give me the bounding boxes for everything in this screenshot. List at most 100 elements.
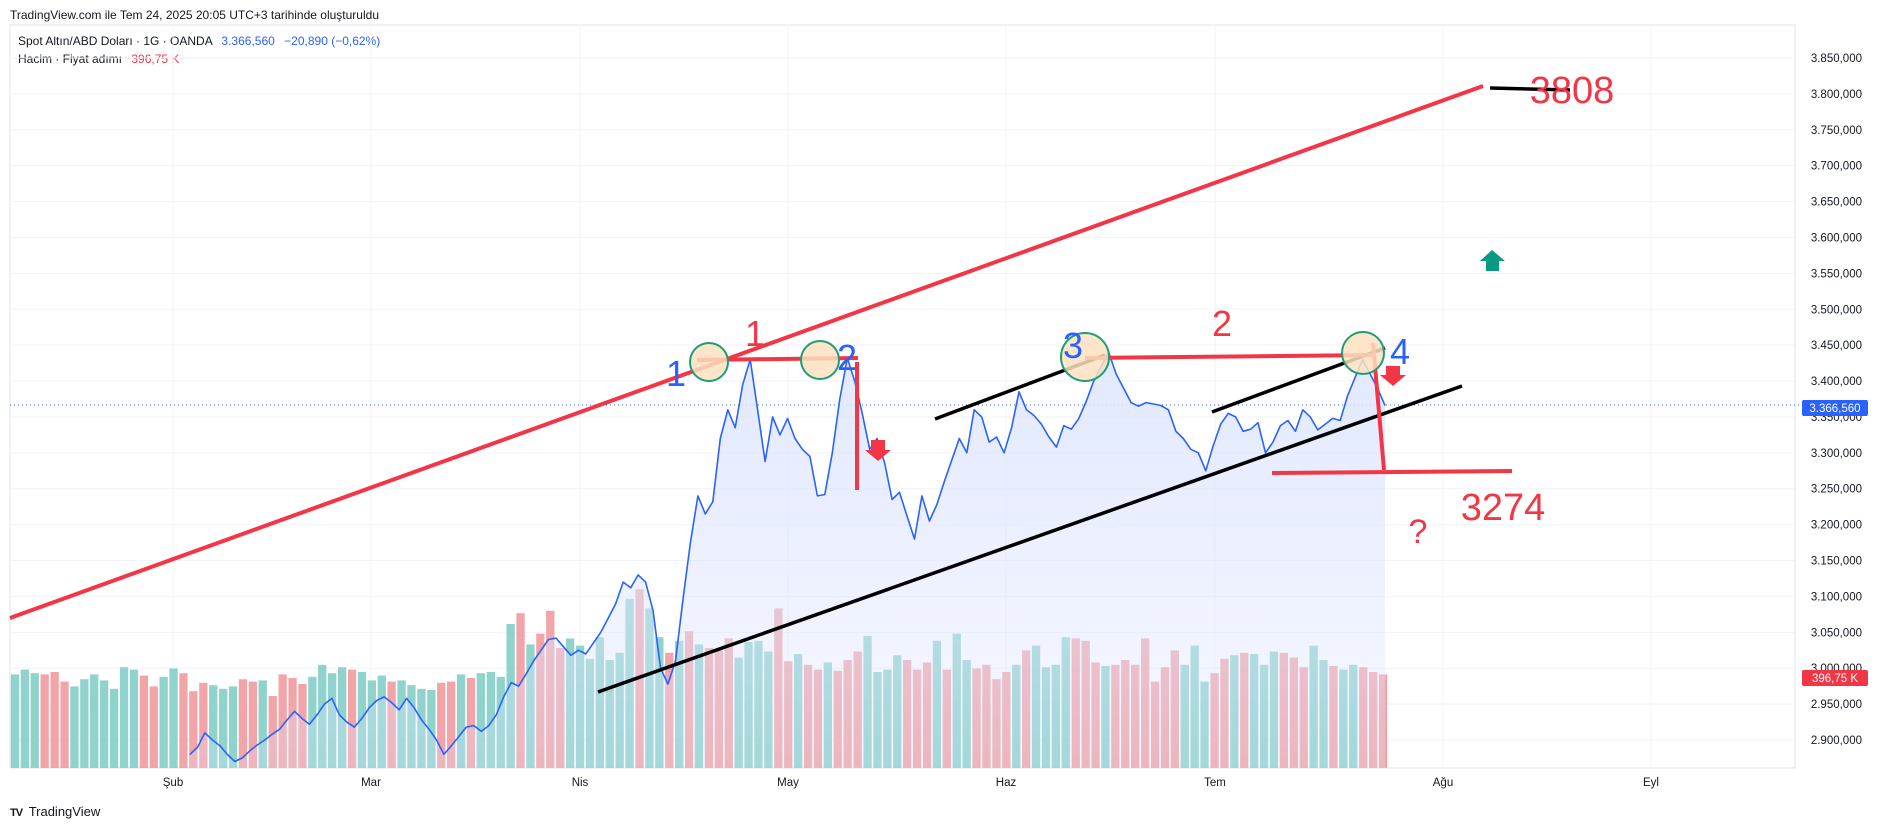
green-up-arrow-icon[interactable] xyxy=(1480,250,1505,271)
peak-circle-2[interactable] xyxy=(800,340,840,380)
axis-price-tags: 3.366,560 396,75 K xyxy=(1802,400,1868,686)
volume-bar xyxy=(179,673,188,768)
volume-bar xyxy=(100,680,109,768)
y-tick-label: 3.850,000 xyxy=(1811,53,1862,65)
last-price-tag: 3.366,560 xyxy=(1809,403,1860,415)
volume-bar xyxy=(119,667,129,768)
volume-bar xyxy=(209,685,218,768)
peak-circle-1[interactable] xyxy=(689,342,729,382)
peak-circle-4[interactable] xyxy=(1341,331,1385,375)
black-support-line[interactable] xyxy=(597,384,1463,694)
volume-bar xyxy=(427,690,436,768)
label-3274: 3274 xyxy=(1461,487,1546,529)
black-target-stub[interactable] xyxy=(1489,86,1571,92)
x-tick-label: Nis xyxy=(572,777,589,789)
red-target-line[interactable] xyxy=(1271,469,1513,475)
volume-bar xyxy=(139,675,148,768)
peak-circle-3[interactable] xyxy=(1060,332,1110,382)
volume-bar xyxy=(90,674,99,768)
label-blue-3: 3 xyxy=(1063,325,1083,366)
volume-bar xyxy=(466,678,476,768)
x-tick-label: Haz xyxy=(996,777,1017,789)
volume-bar xyxy=(60,681,69,768)
label-blue-1: 1 xyxy=(666,353,686,394)
y-tick-label: 3.650,000 xyxy=(1811,197,1862,209)
volume-value: 396,75 K xyxy=(131,52,180,66)
y-tick-label: 3.600,000 xyxy=(1811,232,1862,244)
volume-bar xyxy=(228,686,238,768)
volume-bar xyxy=(476,673,485,768)
volume-bar xyxy=(109,688,119,768)
y-tick-label: 2.950,000 xyxy=(1811,699,1862,711)
label-3808: 3808 xyxy=(1530,70,1615,112)
volume-label[interactable]: Hacim · Fiyat adımı xyxy=(18,52,123,66)
volume-bar xyxy=(238,679,248,768)
volume-bar xyxy=(10,674,20,768)
label-red-1: 1 xyxy=(745,313,765,354)
price-area xyxy=(189,351,1386,768)
price-change: −20,890 (−0,62%) xyxy=(284,34,381,48)
y-tick-label: 3.550,000 xyxy=(1811,268,1862,280)
x-tick-label: Ağu xyxy=(1433,777,1453,789)
y-tick-label: 3.750,000 xyxy=(1811,125,1862,137)
volume-bar xyxy=(456,674,466,768)
volume-bar xyxy=(447,681,456,768)
red-down-arrow-icon[interactable] xyxy=(1380,366,1406,386)
last-price: 3.366,560 xyxy=(221,34,275,48)
legend-volume-row: Hacim · Fiyat adımı 396,75 K xyxy=(18,52,179,66)
volume-bar xyxy=(486,672,495,768)
red-trendline[interactable] xyxy=(9,84,1484,620)
annotation-labels: 1 1 2 3 2 4 3808 3274 ? xyxy=(666,70,1614,551)
volume-bar xyxy=(189,691,198,768)
volume-bar xyxy=(20,669,29,768)
x-tick-label: Şub xyxy=(163,777,183,789)
volume-bar xyxy=(219,688,228,768)
volume-bar xyxy=(159,676,168,768)
y-tick-label: 3.200,000 xyxy=(1811,520,1862,532)
y-tick-label: 3.050,000 xyxy=(1811,627,1862,639)
volume-bar xyxy=(278,674,287,768)
legend-symbol-row: Spot Altın/ABD Doları · 1G · OANDA 3.366… xyxy=(18,34,380,48)
x-tick-label: May xyxy=(777,777,799,789)
volume-bar xyxy=(169,668,178,768)
y-tick-label: 3.300,000 xyxy=(1811,448,1862,460)
symbol-label[interactable]: Spot Altın/ABD Doları · 1G · OANDA xyxy=(18,34,213,48)
price-line[interactable] xyxy=(189,351,1386,763)
volume-bar xyxy=(30,673,39,768)
annotation-drawings xyxy=(9,84,1571,694)
volume-bar xyxy=(50,672,59,768)
volume-bar xyxy=(258,680,267,768)
label-blue-4: 4 xyxy=(1390,331,1410,372)
volume-bar xyxy=(70,686,79,768)
last-volume-tag: 396,75 K xyxy=(1812,673,1858,685)
red-down-arrow-icon[interactable] xyxy=(865,440,891,461)
volume-bar xyxy=(268,696,277,768)
label-red-2: 2 xyxy=(1212,303,1232,344)
y-tick-label: 3.500,000 xyxy=(1811,304,1862,316)
tradingview-logo-icon: TV xyxy=(10,807,23,819)
y-tick-label: 3.150,000 xyxy=(1811,556,1862,568)
y-tick-label: 3.250,000 xyxy=(1811,484,1862,496)
x-tick-label: Tem xyxy=(1204,777,1226,789)
y-tick-label: 3.400,000 xyxy=(1811,376,1862,388)
last-volume-tag-bg xyxy=(1802,670,1868,686)
red-resistance-2[interactable] xyxy=(1084,353,1376,360)
y-tick-label: 3.800,000 xyxy=(1811,89,1862,101)
label-blue-2: 2 xyxy=(837,337,857,378)
y-tick-label: 3.700,000 xyxy=(1811,161,1862,173)
volume-bar xyxy=(199,682,208,768)
volume-bar xyxy=(437,682,446,768)
last-price-tag-bg xyxy=(1802,400,1868,416)
volume-bar xyxy=(40,674,49,768)
tradingview-brand: TradingView xyxy=(28,804,101,819)
volume-bar xyxy=(129,669,139,768)
volume-bar xyxy=(248,681,257,768)
volume-bar xyxy=(149,686,158,768)
y-tick-label: 3.450,000 xyxy=(1811,340,1862,352)
tradingview-logo[interactable]: TV TradingView xyxy=(10,804,100,819)
volume-bar xyxy=(80,679,89,768)
x-tick-label: Eyl xyxy=(1643,777,1659,789)
price-area-fill xyxy=(190,352,1385,768)
y-tick-label: 2.900,000 xyxy=(1811,735,1862,747)
